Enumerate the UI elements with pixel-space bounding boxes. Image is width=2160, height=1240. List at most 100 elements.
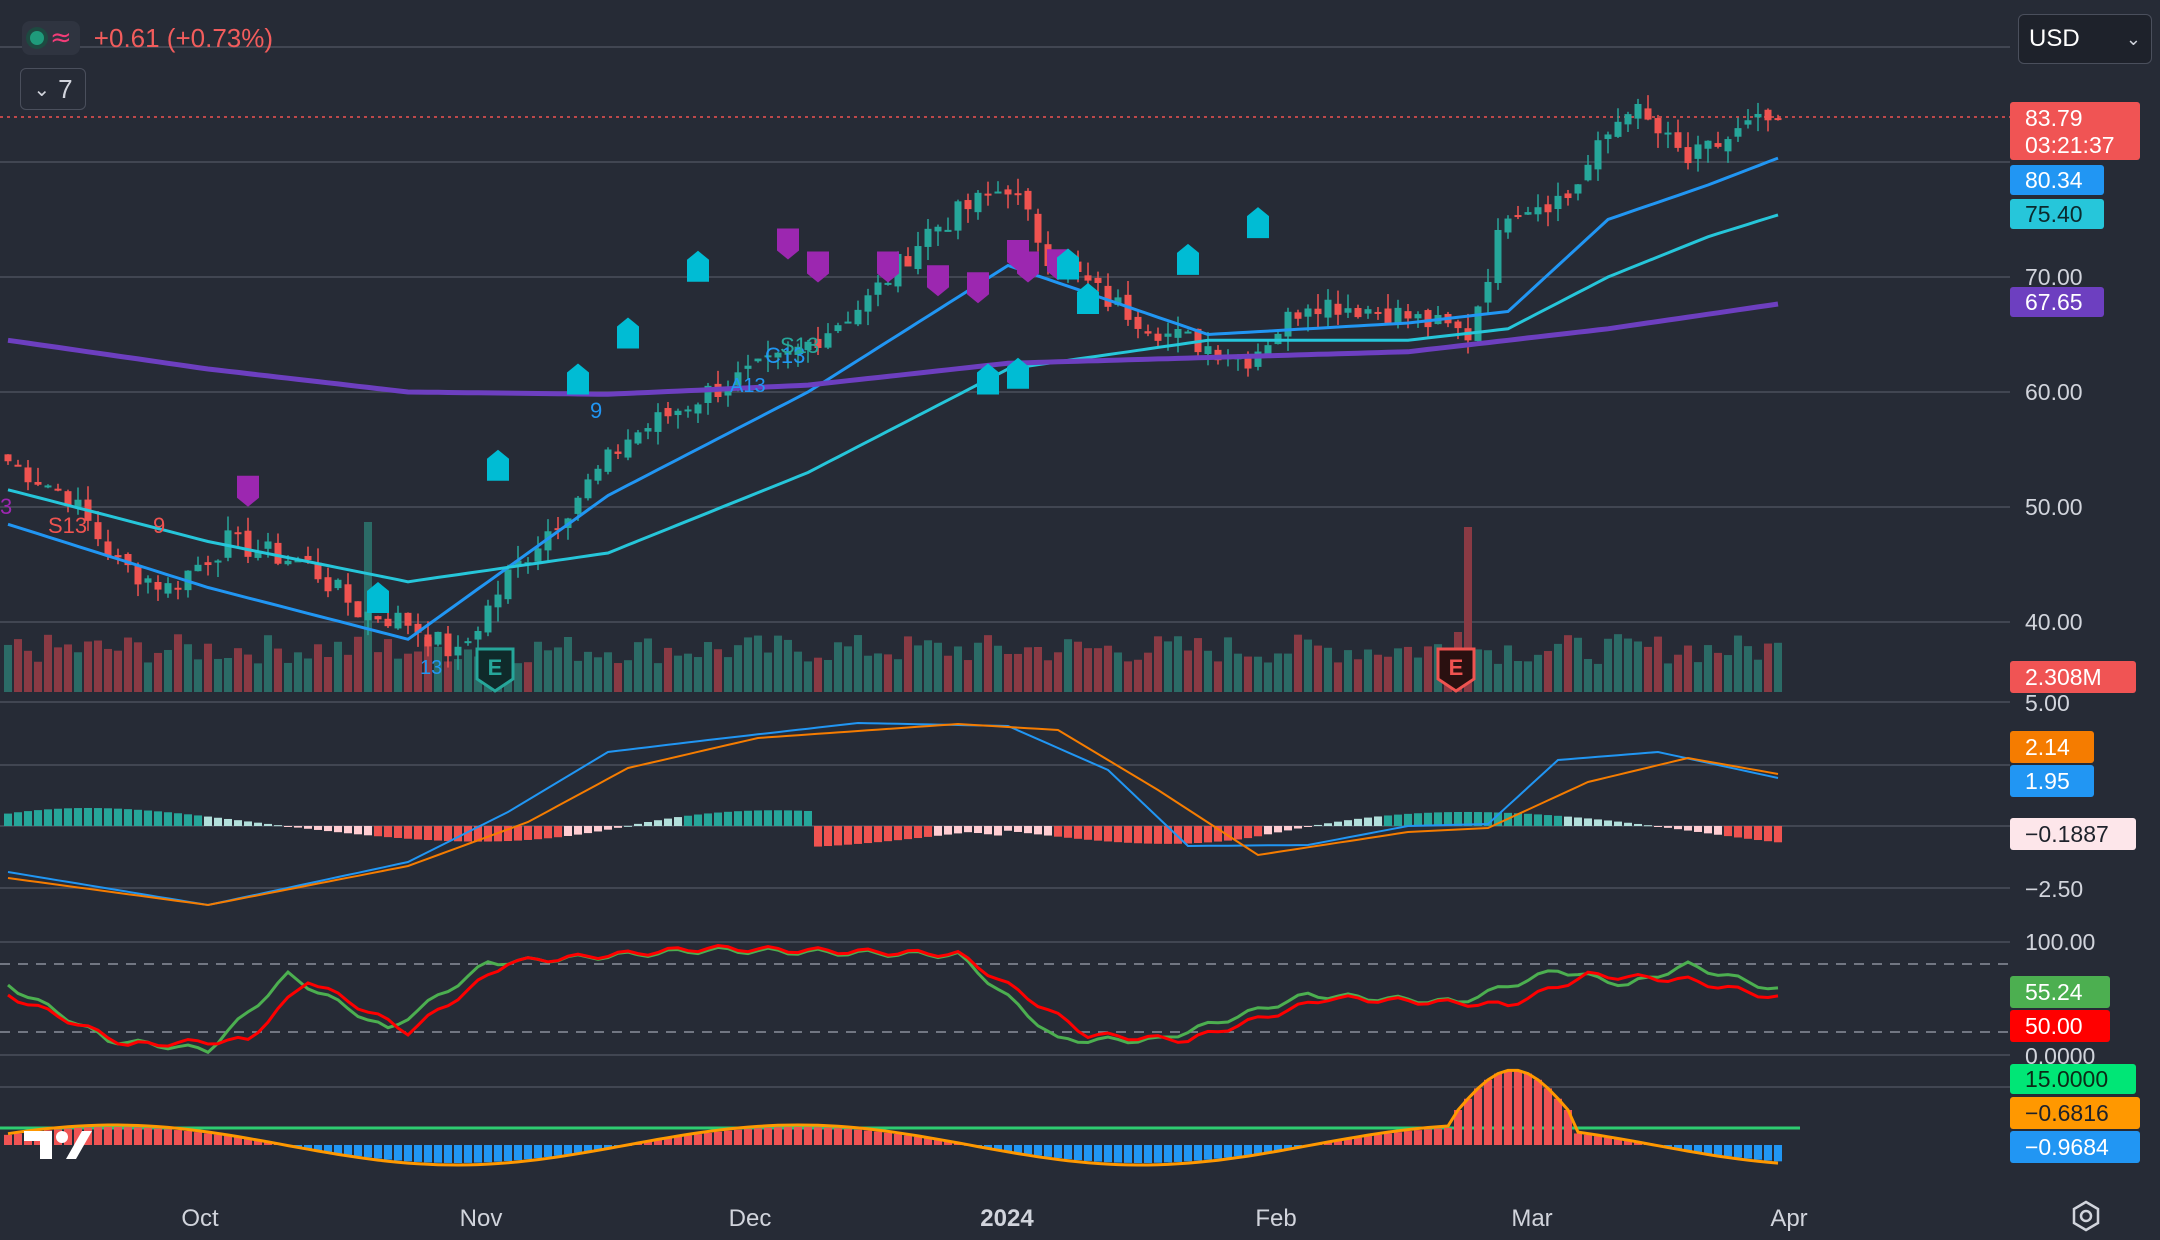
volume-bar xyxy=(1214,661,1222,692)
volume-bar xyxy=(1204,650,1212,692)
candle-body xyxy=(1014,193,1022,196)
settings-gear-icon[interactable] xyxy=(2070,1200,2102,1232)
macd-histogram-bar xyxy=(834,826,842,846)
oscillator-histogram-bar xyxy=(914,1136,922,1145)
macd-histogram-bar xyxy=(1244,826,1252,839)
macd-histogram-bar xyxy=(824,826,832,847)
oscillator-histogram-bar xyxy=(1564,1110,1572,1145)
oscillator-histogram-bar xyxy=(544,1145,552,1157)
macd-histogram-bar xyxy=(944,826,952,835)
macd-histogram-bar xyxy=(984,826,992,835)
volume-bar xyxy=(1524,661,1532,692)
candle-body xyxy=(1614,121,1622,137)
price-tick-70: 70.00 xyxy=(2025,264,2083,290)
oscillator-histogram-bar xyxy=(224,1136,232,1145)
tradingview-logo-icon[interactable] xyxy=(22,1125,92,1163)
macd-histogram-bar xyxy=(1434,812,1442,826)
indicator-collapse-button[interactable]: ⌄ 7 xyxy=(20,68,86,110)
macd-histogram-bar xyxy=(854,826,862,844)
macd-histogram-bar xyxy=(204,816,212,826)
oscillator-histogram-bar xyxy=(244,1139,252,1145)
oscillator-histogram-bar xyxy=(514,1145,522,1161)
wave-icon: ≈ xyxy=(50,23,72,53)
earnings-badge-nov[interactable]: E xyxy=(475,647,515,693)
candle-body xyxy=(624,439,632,458)
volume-bar xyxy=(284,662,292,692)
volume-bar xyxy=(1234,653,1242,692)
macd-histogram-bar xyxy=(1494,812,1502,826)
bearish-marker xyxy=(807,251,829,283)
macd-histogram-bar xyxy=(664,818,672,826)
macd-histogram-bar xyxy=(914,826,922,839)
volume-bar xyxy=(344,654,352,692)
price-axis[interactable]: 70.00 60.00 50.00 40.00 5.00 −2.50 100.0… xyxy=(2025,264,2095,1069)
oscillator-histogram-bar xyxy=(164,1129,172,1145)
macd-histogram-bar xyxy=(1684,826,1692,831)
candle-body xyxy=(1744,120,1752,125)
candle-body xyxy=(964,200,972,210)
oscillator-histogram-bar xyxy=(344,1145,352,1155)
symbol-status-bar: ≈ +0.61 (+0.73%) xyxy=(22,18,273,58)
volume-bar xyxy=(1634,641,1642,692)
oscillator-histogram-bar xyxy=(574,1145,582,1153)
volume-bar xyxy=(1124,661,1132,692)
candle-body xyxy=(754,358,762,362)
macd-histogram-bar xyxy=(1094,826,1102,841)
currency-label: USD xyxy=(2029,25,2080,52)
ema-mid-line xyxy=(7,213,1779,584)
macd-histogram-bar xyxy=(1154,826,1162,844)
volume-bar xyxy=(1394,648,1402,692)
macd-histogram-bar xyxy=(1464,811,1472,826)
oscillator-histogram-bar xyxy=(74,1127,82,1145)
volume-bar xyxy=(44,634,52,692)
candle-body xyxy=(674,410,682,416)
oscillator-histogram-bar xyxy=(1324,1142,1332,1145)
macd-histogram-bar xyxy=(394,826,402,838)
candle-body xyxy=(634,432,642,444)
volume-bar xyxy=(894,659,902,692)
oscillator-histogram-bar xyxy=(944,1141,952,1145)
candle-body xyxy=(354,601,362,618)
currency-select[interactable]: USD ⌄ xyxy=(2018,14,2152,64)
bearish-marker xyxy=(927,265,949,297)
macd-histogram-bar xyxy=(1314,824,1322,826)
macd-histogram-bar xyxy=(1164,826,1172,844)
stoch-k-line xyxy=(7,945,1779,1055)
oscillator-histogram-bar xyxy=(1724,1145,1732,1157)
bearish-marker xyxy=(1017,251,1039,283)
macd-histogram-bar xyxy=(774,810,782,826)
volume-bar xyxy=(844,646,852,692)
oscillator-histogram-bar xyxy=(104,1127,112,1145)
market-status-pill[interactable]: ≈ xyxy=(22,21,80,55)
volume-bar xyxy=(734,645,742,692)
oscillator-histogram-bar xyxy=(1484,1079,1492,1145)
macd-histogram-bar xyxy=(114,808,122,826)
candle-body xyxy=(1714,143,1722,147)
annotation-a13: A13 xyxy=(730,375,766,397)
x-label-nov: Nov xyxy=(460,1205,503,1232)
volume-bar xyxy=(604,652,612,692)
volume-bar xyxy=(654,663,662,692)
volume-bar xyxy=(1074,641,1082,692)
oscillator-histogram-bar xyxy=(204,1133,212,1145)
time-axis[interactable]: Oct Nov Dec 2024 Feb Mar Apr xyxy=(181,1205,1807,1232)
oscillator-histogram-bar xyxy=(754,1128,762,1145)
x-label-apr: Apr xyxy=(1770,1205,1807,1232)
macd-histogram-bar xyxy=(624,825,632,827)
macd-histogram-bar xyxy=(1304,826,1312,827)
oscillator-histogram-bar xyxy=(554,1145,562,1156)
candle-body xyxy=(1364,309,1372,314)
oscillator-histogram-bar xyxy=(504,1145,512,1161)
volume-bar xyxy=(1104,645,1112,692)
oscillator-histogram-bar xyxy=(1474,1088,1482,1145)
oscillator-histogram-bar xyxy=(524,1145,532,1160)
volume-bar xyxy=(1004,653,1012,692)
candle-body xyxy=(1384,308,1392,324)
bullish-marker xyxy=(1057,248,1079,280)
volume-bar xyxy=(1504,645,1512,692)
candle-body xyxy=(244,530,252,557)
candle-body xyxy=(114,555,122,558)
earnings-badge-feb[interactable]: E xyxy=(1436,647,1476,693)
macd-histogram-bar xyxy=(1594,819,1602,826)
